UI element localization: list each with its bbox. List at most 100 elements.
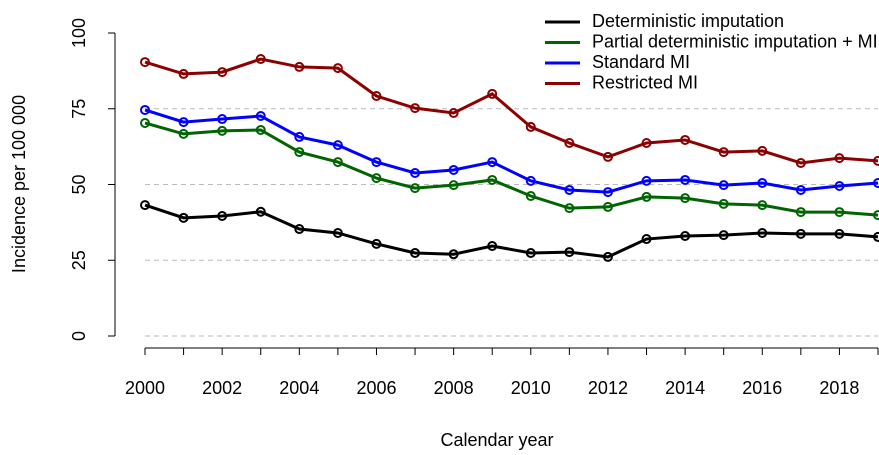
- data-point: [140, 200, 150, 211]
- data-point: [448, 164, 459, 175]
- legend-label: Partial deterministic imputation + MI: [592, 31, 878, 51]
- data-point: [641, 137, 652, 148]
- data-point: [718, 147, 729, 158]
- data-point: [641, 191, 652, 202]
- data-point: [140, 117, 150, 128]
- data-point: [641, 234, 652, 245]
- data-point: [564, 137, 575, 148]
- data-point: [795, 207, 806, 218]
- series-line: [144, 203, 879, 259]
- data-point: [718, 198, 729, 209]
- data-point: [410, 167, 421, 178]
- data-point: [795, 184, 806, 195]
- x-tick-label: 2002: [202, 378, 242, 398]
- data-point: [371, 157, 382, 168]
- data-point: [332, 63, 343, 74]
- data-point: [294, 61, 305, 72]
- data-point: [178, 128, 189, 139]
- y-tick-label: 75: [69, 99, 89, 119]
- y-tick-label: 0: [69, 331, 89, 341]
- data-point: [602, 151, 613, 162]
- data-point: [140, 57, 150, 68]
- data-point: [525, 191, 536, 202]
- data-point: [332, 227, 343, 238]
- data-point: [564, 203, 575, 214]
- data-point: [255, 54, 266, 65]
- x-tick-label: 2012: [588, 378, 628, 398]
- series-line: [144, 121, 879, 217]
- data-point: [178, 117, 189, 128]
- data-point: [178, 212, 189, 223]
- data-point: [564, 184, 575, 195]
- data-point: [178, 68, 189, 79]
- data-point: [873, 177, 879, 188]
- data-point: [525, 121, 536, 132]
- data-point: [332, 140, 343, 151]
- x-tick-label: 2008: [434, 378, 474, 398]
- data-point: [564, 247, 575, 258]
- data-point: [140, 104, 150, 115]
- data-point: [255, 111, 266, 122]
- data-point: [371, 173, 382, 184]
- data-point: [795, 157, 806, 168]
- data-point: [680, 231, 691, 242]
- data-point: [487, 88, 498, 99]
- legend-label: Deterministic imputation: [592, 11, 784, 31]
- data-point: [873, 231, 879, 242]
- data-point: [641, 175, 652, 186]
- series-line: [144, 108, 879, 194]
- data-point: [602, 201, 613, 212]
- data-point: [217, 114, 228, 125]
- data-point: [680, 193, 691, 204]
- data-point: [255, 206, 266, 217]
- data-point: [410, 103, 421, 114]
- data-point: [834, 228, 845, 239]
- data-point: [525, 175, 536, 186]
- data-point: [448, 107, 459, 118]
- x-axis-label: Calendar year: [440, 430, 553, 450]
- data-point: [332, 157, 343, 168]
- data-point: [757, 200, 768, 211]
- data-point: [757, 145, 768, 156]
- y-tick-label: 50: [69, 174, 89, 194]
- y-tick-label: 25: [69, 250, 89, 270]
- data-point: [294, 147, 305, 158]
- data-point: [873, 210, 879, 221]
- data-point: [873, 155, 879, 166]
- legend-label: Standard MI: [592, 52, 690, 72]
- data-point: [410, 183, 421, 194]
- data-point: [795, 228, 806, 239]
- data-point: [255, 124, 266, 135]
- x-tick-label: 2010: [511, 378, 551, 398]
- x-tick-label: 2018: [819, 378, 859, 398]
- data-point: [217, 211, 228, 222]
- data-point: [487, 174, 498, 185]
- data-point: [834, 207, 845, 218]
- data-point: [217, 67, 228, 78]
- data-point: [448, 180, 459, 191]
- data-point: [757, 177, 768, 188]
- data-point: [718, 180, 729, 191]
- data-point: [487, 241, 498, 252]
- data-point: [757, 227, 768, 238]
- data-point: [602, 251, 613, 262]
- series-line: [144, 57, 879, 165]
- data-point: [718, 230, 729, 241]
- data-point: [217, 125, 228, 136]
- data-point: [602, 187, 613, 198]
- data-point: [371, 91, 382, 102]
- data-point: [680, 174, 691, 185]
- data-point: [487, 157, 498, 168]
- x-tick-label: 2000: [125, 378, 165, 398]
- data-point: [834, 153, 845, 164]
- data-point: [410, 247, 421, 258]
- data-point: [525, 247, 536, 258]
- x-tick-label: 2004: [279, 378, 319, 398]
- data-point: [294, 131, 305, 142]
- data-point: [680, 134, 691, 145]
- x-tick-label: 2016: [742, 378, 782, 398]
- y-tick-label: 100: [69, 18, 89, 48]
- data-point: [834, 181, 845, 192]
- y-axis-label: Incidence per 100 000: [9, 95, 29, 273]
- x-tick-label: 2006: [356, 378, 396, 398]
